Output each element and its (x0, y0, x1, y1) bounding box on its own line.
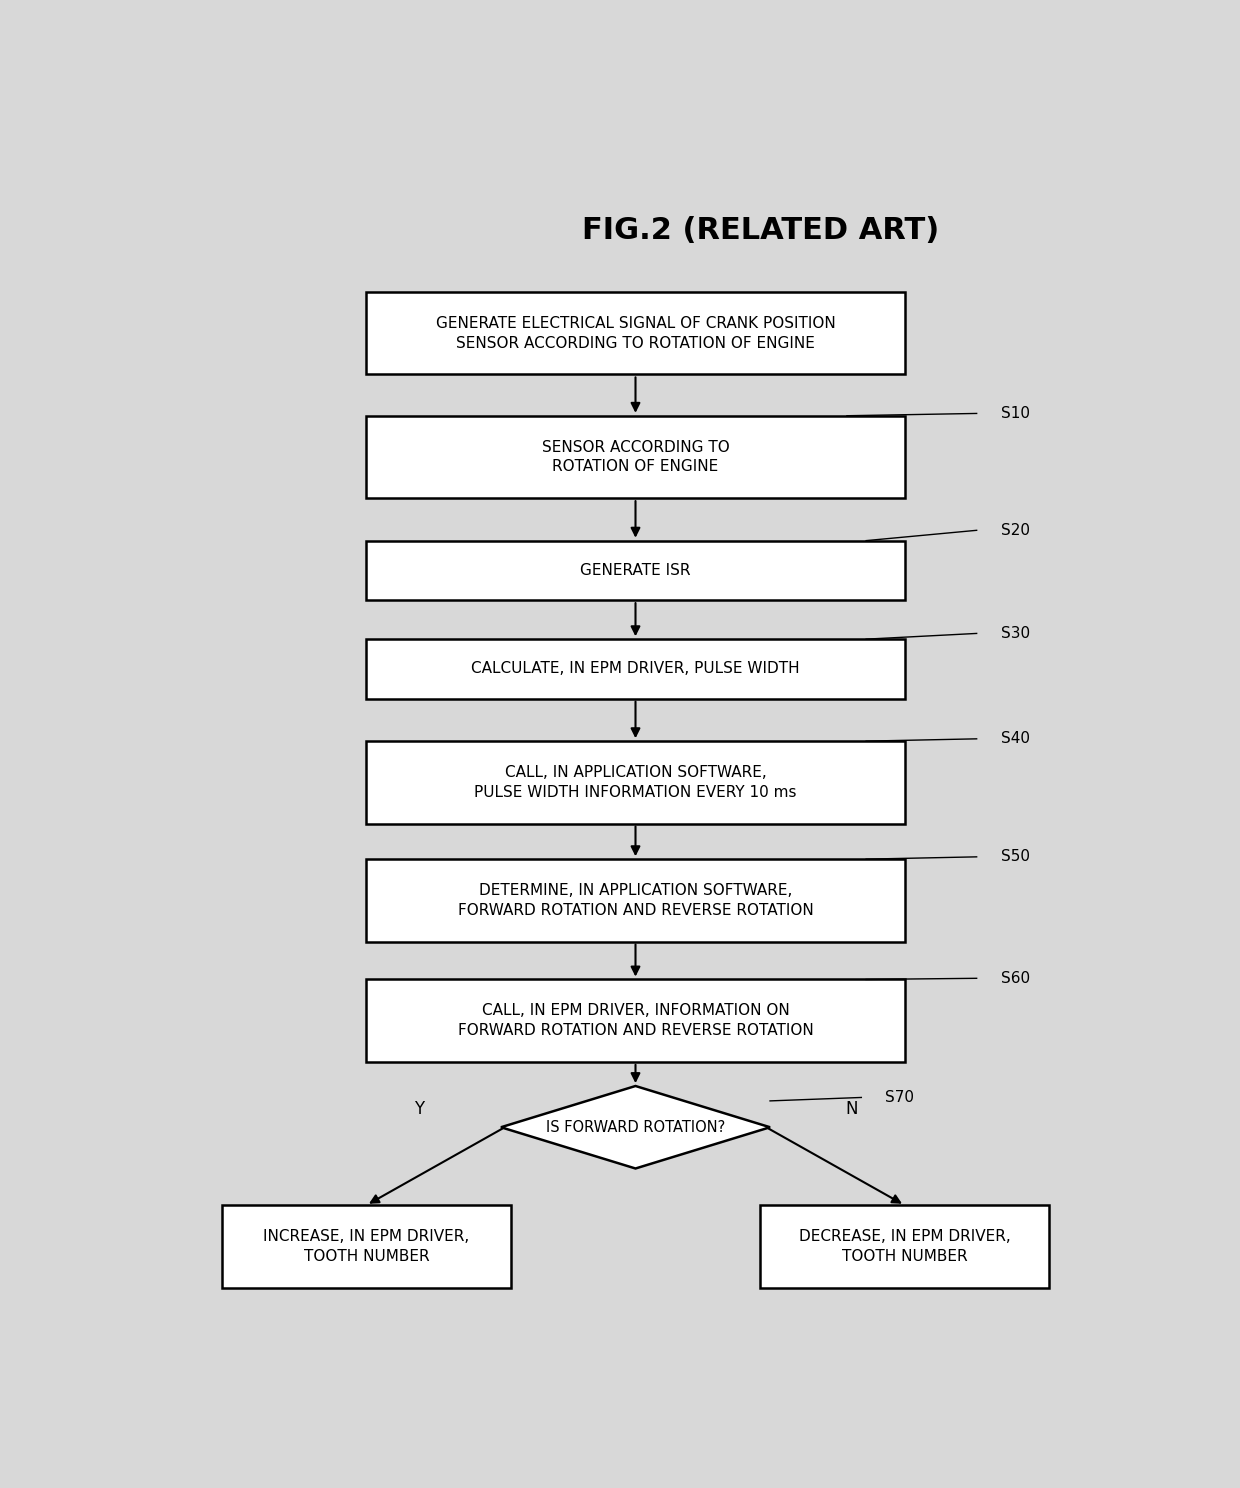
FancyBboxPatch shape (367, 415, 905, 498)
FancyBboxPatch shape (367, 540, 905, 600)
FancyBboxPatch shape (367, 741, 905, 824)
Text: GENERATE ELECTRICAL SIGNAL OF CRANK POSITION
SENSOR ACCORDING TO ROTATION OF ENG: GENERATE ELECTRICAL SIGNAL OF CRANK POSI… (435, 315, 836, 351)
Polygon shape (501, 1086, 770, 1168)
Text: IS FORWARD ROTATION?: IS FORWARD ROTATION? (546, 1120, 725, 1135)
FancyBboxPatch shape (367, 292, 905, 375)
Text: SENSOR ACCORDING TO
ROTATION OF ENGINE: SENSOR ACCORDING TO ROTATION OF ENGINE (542, 439, 729, 475)
Text: S50: S50 (1001, 850, 1029, 865)
FancyBboxPatch shape (367, 640, 905, 699)
Text: S30: S30 (1001, 626, 1029, 641)
FancyBboxPatch shape (367, 859, 905, 942)
Text: S40: S40 (1001, 731, 1029, 747)
Text: S70: S70 (885, 1089, 914, 1106)
Text: S60: S60 (1001, 970, 1029, 987)
Text: CALL, IN EPM DRIVER, INFORMATION ON
FORWARD ROTATION AND REVERSE ROTATION: CALL, IN EPM DRIVER, INFORMATION ON FORW… (458, 1003, 813, 1039)
FancyBboxPatch shape (222, 1205, 511, 1287)
Text: S20: S20 (1001, 522, 1029, 537)
Text: S10: S10 (1001, 406, 1029, 421)
Text: FIG.2 (RELATED ART): FIG.2 (RELATED ART) (582, 216, 939, 244)
Text: CALCULATE, IN EPM DRIVER, PULSE WIDTH: CALCULATE, IN EPM DRIVER, PULSE WIDTH (471, 662, 800, 677)
FancyBboxPatch shape (367, 979, 905, 1062)
Text: DECREASE, IN EPM DRIVER,
TOOTH NUMBER: DECREASE, IN EPM DRIVER, TOOTH NUMBER (799, 1229, 1011, 1263)
Text: Y: Y (414, 1100, 424, 1117)
Text: DETERMINE, IN APPLICATION SOFTWARE,
FORWARD ROTATION AND REVERSE ROTATION: DETERMINE, IN APPLICATION SOFTWARE, FORW… (458, 882, 813, 918)
Text: CALL, IN APPLICATION SOFTWARE,
PULSE WIDTH INFORMATION EVERY 10 ms: CALL, IN APPLICATION SOFTWARE, PULSE WID… (474, 765, 797, 799)
Text: INCREASE, IN EPM DRIVER,
TOOTH NUMBER: INCREASE, IN EPM DRIVER, TOOTH NUMBER (263, 1229, 470, 1263)
Text: N: N (846, 1100, 858, 1117)
Text: GENERATE ISR: GENERATE ISR (580, 562, 691, 577)
FancyBboxPatch shape (760, 1205, 1049, 1287)
